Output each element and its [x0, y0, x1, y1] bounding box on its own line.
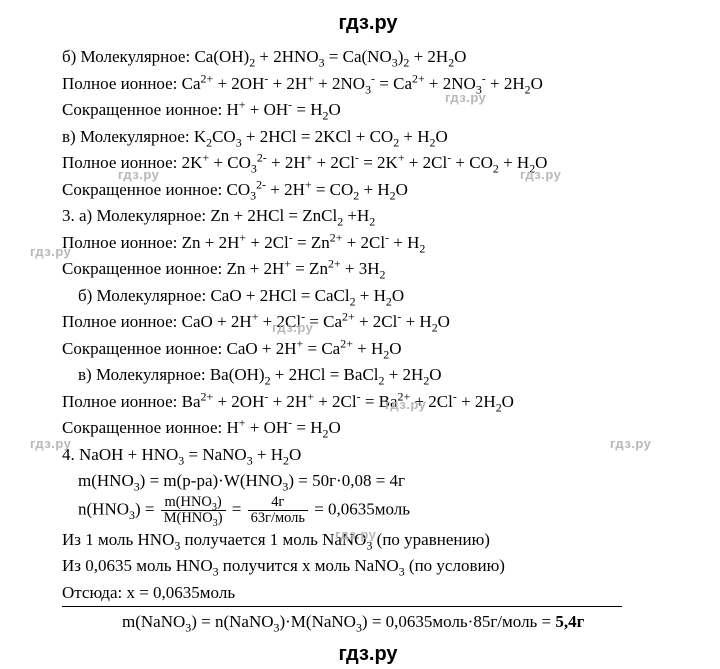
text-line: в) Молекулярное: Ba(OH)2 + 2HCl = BaCl2 …: [44, 362, 692, 388]
text-line: Сокращенное ионное: CaO + 2H+ = Ca2+ + H…: [44, 336, 692, 362]
text-line: Из 0,0635 моль HNO3 получится x моль NaN…: [44, 553, 692, 579]
content-body: б) Молекулярное: Ca(OH)2 + 2HNO3 = Ca(NO…: [44, 44, 692, 635]
text-line: Сокращенное ионное: Zn + 2H+ = Zn2+ + 3H…: [44, 256, 692, 282]
text-line: Полное ионное: 2K+ + CO32- + 2H+ + 2Cl- …: [44, 150, 692, 176]
text-line: Полное ионное: Ba2+ + 2OH- + 2H+ + 2Cl- …: [44, 389, 692, 415]
text-line: б) Молекулярное: CaO + 2HCl = CaCl2 + H2…: [44, 283, 692, 309]
text-line: m(HNO3) = m(р-ра)·W(HNO3) = 50г·0,08 = 4…: [44, 468, 692, 494]
text-line: 4. NaOH + HNO3 = NaNO3 + H2O: [44, 442, 692, 468]
text-line: Сокращенное ионное: H+ + OH- = H2O: [44, 415, 692, 441]
text-line: б) Молекулярное: Ca(OH)2 + 2HNO3 = Ca(NO…: [44, 44, 692, 70]
footer-brand: гдз.ру: [44, 639, 692, 669]
header-brand: гдз.ру: [44, 8, 692, 38]
text-line: Из 1 моль HNO3 получается 1 моль NaNO3 (…: [44, 527, 692, 553]
text-line: Отсюда: x = 0,0635моль: [44, 580, 692, 606]
text-line: в) Молекулярное: K2CO3 + 2HCl = 2KCl + C…: [44, 124, 692, 150]
fraction-line: n(HNO3) = m(HNO3)M(HNO3) = 4г63г/моль = …: [44, 495, 692, 526]
text-line: Полное ионное: CaO + 2H+ + 2Cl- = Ca2+ +…: [44, 309, 692, 335]
text-line: Полное ионное: Zn + 2H+ + 2Cl- = Zn2+ + …: [44, 230, 692, 256]
text-line: 3. а) Молекулярное: Zn + 2HCl = ZnCl2 +H…: [44, 203, 692, 229]
divider: [62, 606, 622, 607]
result-line: m(NaNO3) = n(NaNO3)·M(NaNO3) = 0,0635мол…: [44, 609, 692, 635]
text-line: Сокращенное ионное: H+ + OH- = H2O: [44, 97, 692, 123]
text-line: Полное ионное: Ca2+ + 2OH- + 2H+ + 2NO3-…: [44, 71, 692, 97]
text-line: Сокращенное ионное: CO32- + 2H+ = CO2 + …: [44, 177, 692, 203]
